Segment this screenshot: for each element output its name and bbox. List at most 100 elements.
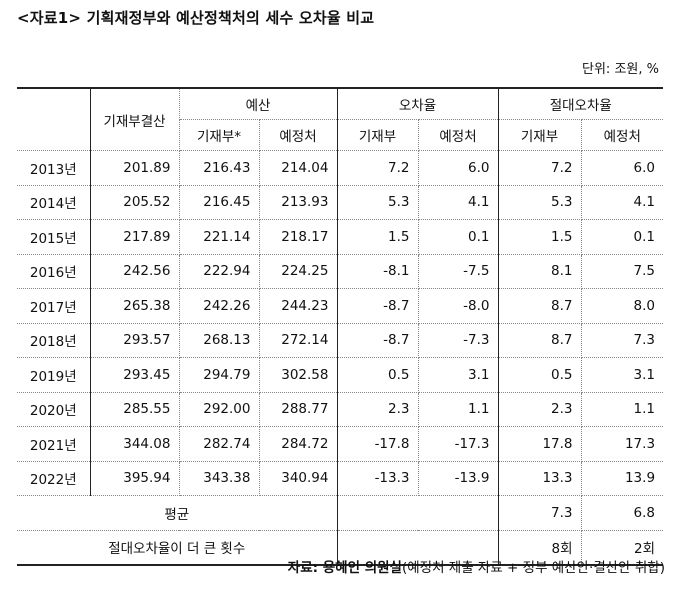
average-abs-nabo: 6.8 — [581, 495, 664, 531]
error-nabo-cell: -8.0 — [418, 288, 499, 324]
count-label: 절대오차율이 더 큰 횟수 — [17, 529, 338, 566]
count-abs-moef: 8회 — [498, 529, 582, 566]
abs-nabo-cell: 13.9 — [581, 460, 664, 496]
table-row: 2017년 265.38 242.26 244.23 -8.7 -8.0 8.7… — [17, 288, 664, 324]
table-row: 2016년 242.56 222.94 224.25 -8.1 -7.5 8.1… — [17, 253, 664, 289]
settled-cell: 395.94 — [90, 460, 180, 496]
header-error: 오차율 — [337, 87, 499, 120]
year-cell: 2016년 — [17, 253, 91, 289]
budget-moef-cell: 221.14 — [179, 219, 260, 255]
header-abs-error: 절대오차율 — [498, 87, 664, 120]
abs-moef-cell: 2.3 — [498, 391, 582, 427]
error-nabo-cell: -13.9 — [418, 460, 499, 496]
error-nabo-cell: -7.3 — [418, 322, 499, 358]
budget-nabo-cell: 284.72 — [259, 426, 338, 462]
settled-cell: 265.38 — [90, 288, 180, 324]
year-cell: 2017년 — [17, 288, 91, 324]
year-cell: 2020년 — [17, 391, 91, 427]
abs-nabo-cell: 3.1 — [581, 357, 664, 393]
abs-nabo-cell: 8.0 — [581, 288, 664, 324]
abs-nabo-cell: 7.3 — [581, 322, 664, 358]
table-row: 2022년 395.94 343.38 340.94 -13.3 -13.9 1… — [17, 460, 664, 496]
abs-moef-cell: 8.1 — [498, 253, 582, 289]
budget-moef-cell: 292.00 — [179, 391, 260, 427]
settled-cell: 293.57 — [90, 322, 180, 358]
header-row-1: 기재부결산 예산 오차율 절대오차율 — [17, 87, 664, 151]
budget-nabo-cell: 302.58 — [259, 357, 338, 393]
settled-cell: 217.89 — [90, 219, 180, 255]
budget-moef-cell: 216.43 — [179, 150, 260, 186]
header-abs-nabo: 예정처 — [581, 119, 664, 151]
abs-nabo-cell: 6.0 — [581, 150, 664, 186]
average-error-blank — [337, 495, 499, 531]
error-moef-cell: 1.5 — [337, 219, 419, 255]
year-cell: 2019년 — [17, 357, 91, 393]
error-moef-cell: -13.3 — [337, 460, 419, 496]
abs-moef-cell: 0.5 — [498, 357, 582, 393]
budget-moef-cell: 294.79 — [179, 357, 260, 393]
settled-cell: 205.52 — [90, 184, 180, 220]
error-rate-table: 기재부결산 예산 오차율 절대오차율 기재부* 예정처 기재부 예정처 기재부 … — [17, 87, 664, 566]
average-label: 평균 — [17, 495, 338, 531]
budget-moef-cell: 282.74 — [179, 426, 260, 462]
source-note: 자료: 용혜인 의원실(예정처 제출 자료 + 정부 예산안·결산안 취합) — [288, 556, 665, 576]
table-row: 2018년 293.57 268.13 272.14 -8.7 -7.3 8.7… — [17, 322, 664, 358]
budget-moef-cell: 242.26 — [179, 288, 260, 324]
source-label: 자료: 용혜인 의원실 — [287, 560, 402, 576]
budget-moef-cell: 343.38 — [179, 460, 260, 496]
table-row: 2020년 285.55 292.00 288.77 2.3 1.1 2.3 1… — [17, 391, 664, 427]
abs-moef-cell: 5.3 — [498, 184, 582, 220]
document-title: <자료1> 기획재정부와 예산정책처의 세수 오차율 비교 — [17, 9, 375, 27]
average-row: 평균 7.3 6.8 — [17, 495, 664, 531]
year-cell: 2013년 — [17, 150, 91, 186]
header-settled: 기재부결산 — [90, 87, 180, 151]
budget-nabo-cell: 244.23 — [259, 288, 338, 324]
abs-moef-cell: 17.8 — [498, 426, 582, 462]
header-error-nabo: 예정처 — [418, 119, 499, 151]
header-budget-moef: 기재부* — [179, 119, 260, 151]
budget-nabo-cell: 224.25 — [259, 253, 338, 289]
budget-nabo-cell: 213.93 — [259, 184, 338, 220]
error-moef-cell: -8.7 — [337, 288, 419, 324]
year-cell: 2015년 — [17, 219, 91, 255]
budget-nabo-cell: 340.94 — [259, 460, 338, 496]
header-budget: 예산 — [179, 87, 338, 120]
count-row: 절대오차율이 더 큰 횟수 8회 2회 — [17, 529, 664, 566]
error-moef-cell: 2.3 — [337, 391, 419, 427]
header-year-blank — [17, 87, 91, 151]
error-moef-cell: 0.5 — [337, 357, 419, 393]
error-moef-cell: 7.2 — [337, 150, 419, 186]
average-abs-moef: 7.3 — [498, 495, 582, 531]
budget-moef-cell: 268.13 — [179, 322, 260, 358]
header-error-moef: 기재부 — [337, 119, 419, 151]
header-abs-moef: 기재부 — [498, 119, 582, 151]
settled-cell: 344.08 — [90, 426, 180, 462]
error-nabo-cell: -7.5 — [418, 253, 499, 289]
abs-nabo-cell: 4.1 — [581, 184, 664, 220]
count-error-blank — [337, 529, 499, 566]
abs-moef-cell: 13.3 — [498, 460, 582, 496]
abs-moef-cell: 8.7 — [498, 322, 582, 358]
settled-cell: 293.45 — [90, 357, 180, 393]
abs-moef-cell: 1.5 — [498, 219, 582, 255]
count-abs-nabo: 2회 — [581, 529, 664, 566]
table-row: 2015년 217.89 221.14 218.17 1.5 0.1 1.5 0… — [17, 219, 664, 255]
budget-nabo-cell: 218.17 — [259, 219, 338, 255]
error-moef-cell: 5.3 — [337, 184, 419, 220]
error-nabo-cell: 1.1 — [418, 391, 499, 427]
unit-note: 단위: 조원, % — [582, 62, 659, 77]
table-row: 2013년 201.89 216.43 214.04 7.2 6.0 7.2 6… — [17, 150, 664, 186]
table-row: 2014년 205.52 216.45 213.93 5.3 4.1 5.3 4… — [17, 184, 664, 220]
year-cell: 2021년 — [17, 426, 91, 462]
error-moef-cell: -17.8 — [337, 426, 419, 462]
abs-moef-cell: 8.7 — [498, 288, 582, 324]
year-cell: 2022년 — [17, 460, 91, 496]
error-nabo-cell: 4.1 — [418, 184, 499, 220]
table-row: 2019년 293.45 294.79 302.58 0.5 3.1 0.5 3… — [17, 357, 664, 393]
year-cell: 2014년 — [17, 184, 91, 220]
settled-cell: 285.55 — [90, 391, 180, 427]
abs-nabo-cell: 1.1 — [581, 391, 664, 427]
budget-moef-cell: 222.94 — [179, 253, 260, 289]
abs-nabo-cell: 17.3 — [581, 426, 664, 462]
source-detail: (예정처 제출 자료 + 정부 예산안·결산안 취합) — [401, 560, 665, 576]
